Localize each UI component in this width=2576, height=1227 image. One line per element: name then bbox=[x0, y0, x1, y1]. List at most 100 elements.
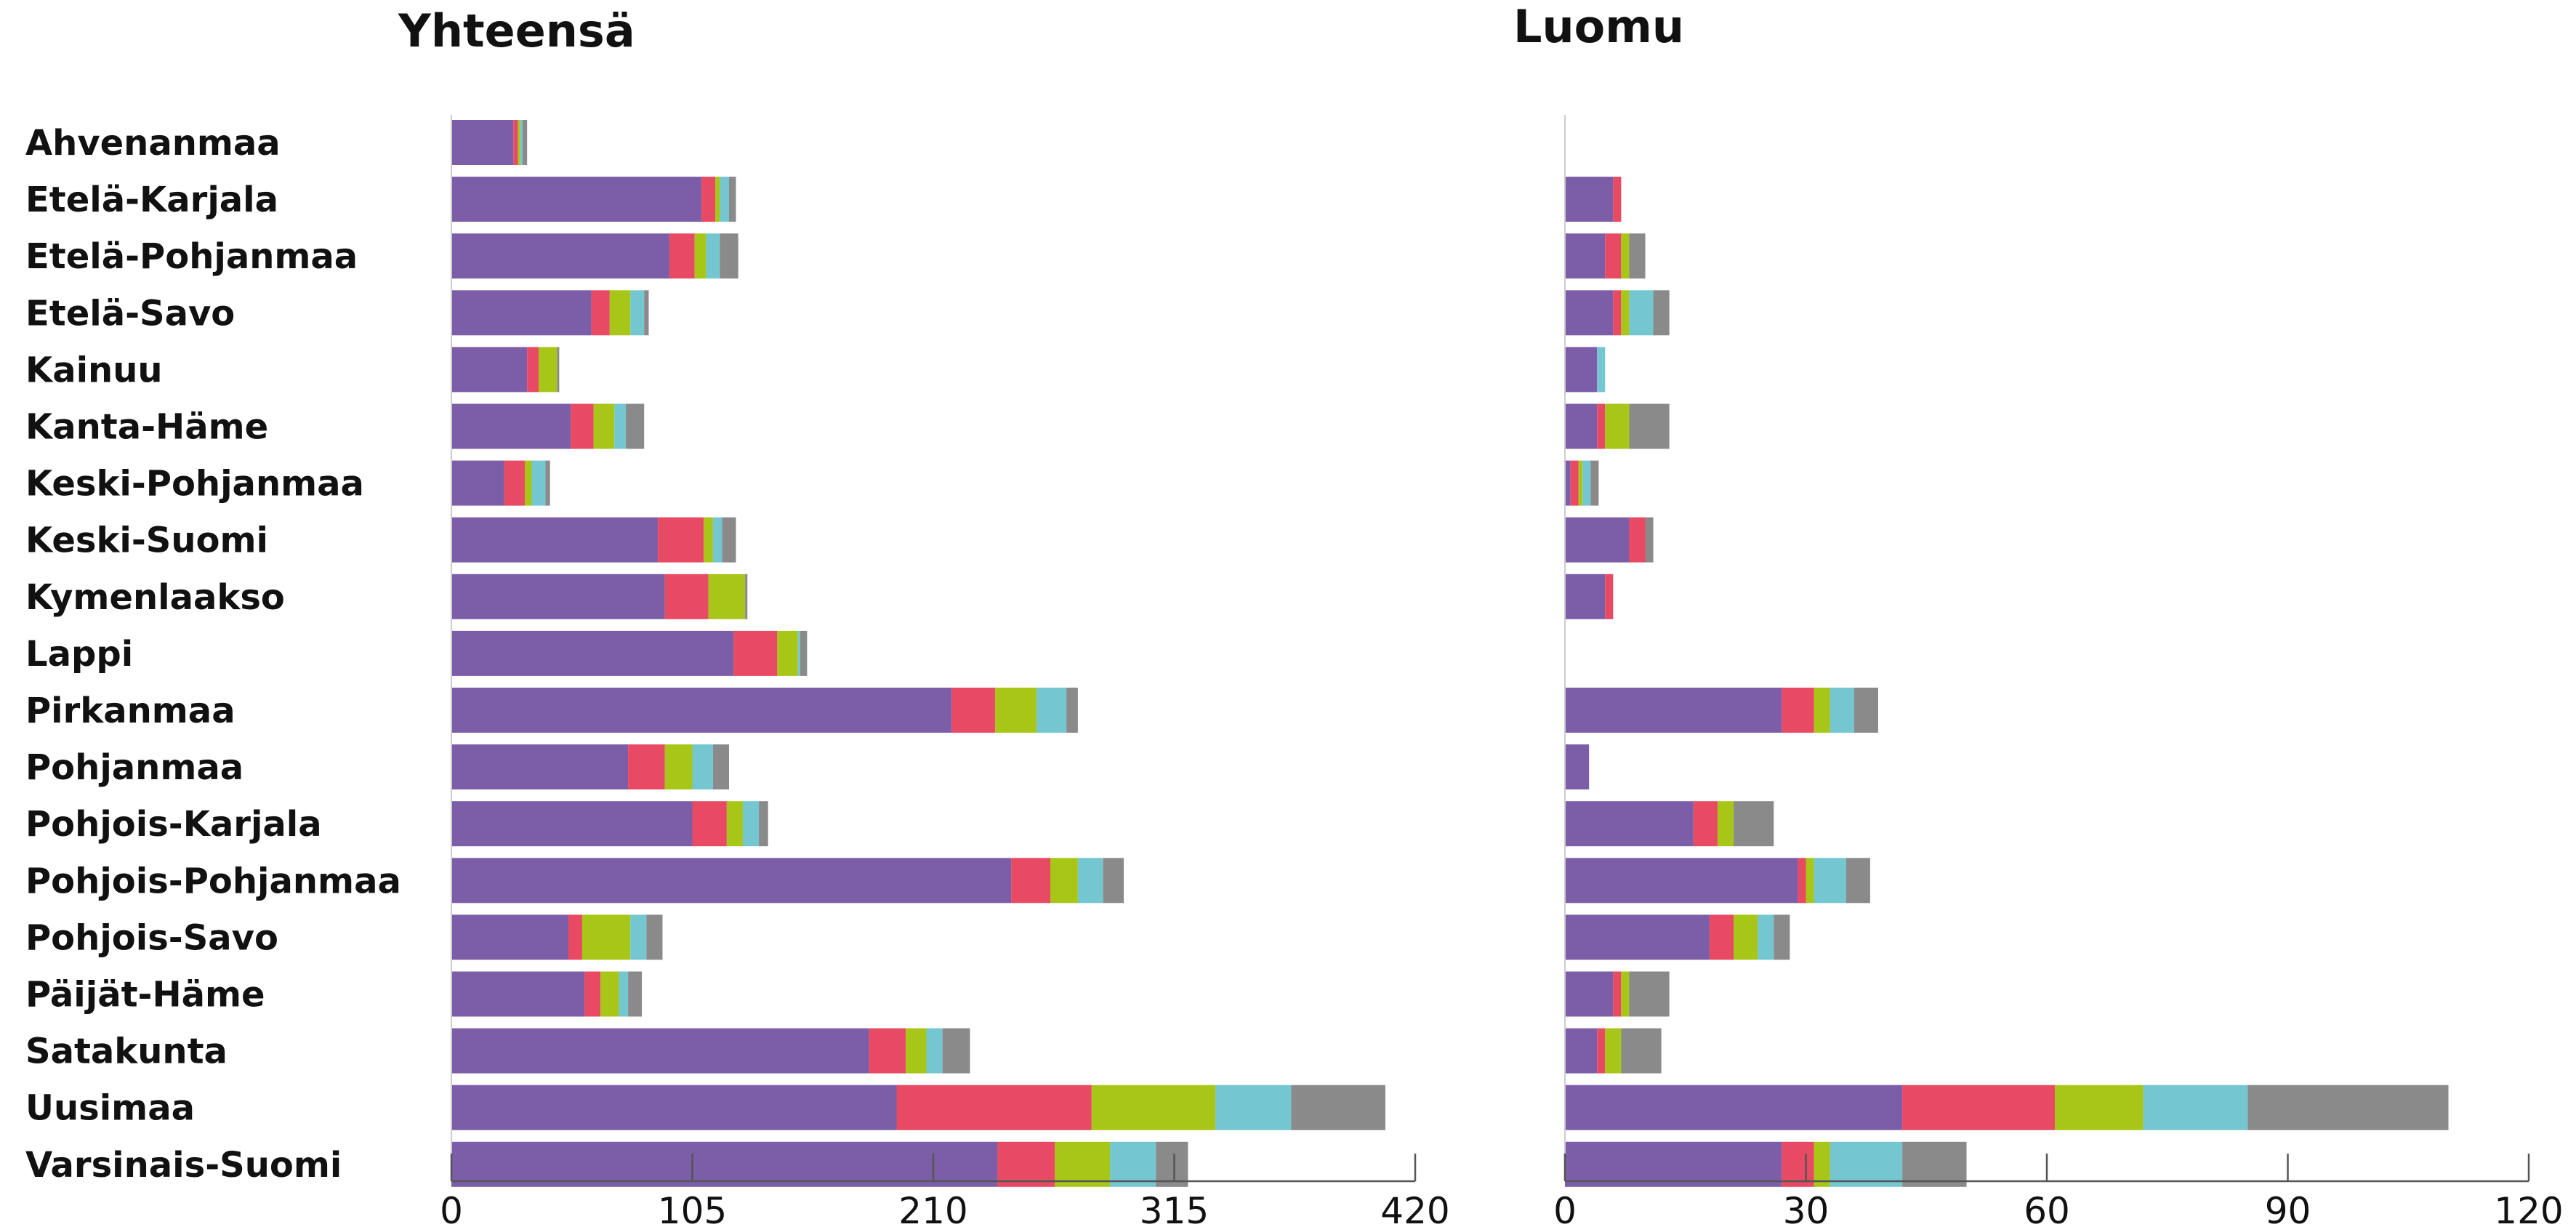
bar-etela-savo-seg5 bbox=[1653, 290, 1670, 336]
bar-varsinais-suomi-seg2 bbox=[1782, 1141, 1814, 1187]
bar-kymenlaakso-seg3 bbox=[708, 574, 746, 619]
bar-pohjois-savo-seg3 bbox=[1734, 914, 1758, 960]
category-label-ahvenanmaa: Ahvenanmaa bbox=[25, 123, 281, 164]
bar-kymenlaakso-seg5 bbox=[745, 574, 748, 619]
bar-pohjanmaa-seg4 bbox=[692, 744, 713, 790]
bar-etela-karjala-seg3 bbox=[715, 177, 720, 222]
bar-kanta-hame-seg5 bbox=[1629, 403, 1670, 449]
bar-pohjois-pohjanmaa-seg2 bbox=[1011, 858, 1051, 904]
bar-ahvenanmaa-seg3 bbox=[518, 120, 520, 165]
bar-keski-pohjanmaa-seg5 bbox=[1590, 460, 1599, 506]
bar-varsinais-suomi-seg3 bbox=[1814, 1141, 1830, 1187]
bar-etela-savo-seg2 bbox=[591, 290, 610, 336]
category-label-kainuu: Kainuu bbox=[25, 350, 163, 390]
bar-satakunta-seg5 bbox=[942, 1028, 970, 1074]
bar-pohjois-pohjanmaa-seg2 bbox=[1798, 858, 1806, 904]
category-label-kymenlaakso: Kymenlaakso bbox=[25, 577, 285, 618]
bar-etela-karjala-seg1 bbox=[1565, 177, 1614, 222]
bar-lappi-seg2 bbox=[733, 630, 778, 676]
x-tick-label: 210 bbox=[898, 1190, 967, 1227]
bar-pohjois-savo-seg5 bbox=[1774, 914, 1790, 960]
bar-etela-pohjanmaa-seg2 bbox=[669, 233, 695, 279]
bar-uusimaa-seg1 bbox=[451, 1085, 897, 1130]
bar-satakunta-seg3 bbox=[1605, 1028, 1622, 1074]
bar-pohjois-karjala-seg3 bbox=[726, 801, 743, 847]
bar-varsinais-suomi-seg1 bbox=[1565, 1141, 1782, 1187]
bar-ahvenanmaa-seg5 bbox=[522, 120, 528, 165]
bar-keski-suomi-seg5 bbox=[722, 517, 736, 563]
category-label-pohjois-savo: Pohjois-Savo bbox=[25, 917, 278, 958]
bar-kainuu-seg1 bbox=[1565, 347, 1598, 393]
bar-paijat-hame-seg2 bbox=[1613, 971, 1622, 1017]
bar-pohjois-pohjanmaa-seg4 bbox=[1077, 858, 1103, 904]
x-tick-label: 30 bbox=[1783, 1190, 1830, 1227]
bar-pohjois-pohjanmaa-seg3 bbox=[1050, 858, 1078, 904]
category-label-lappi: Lappi bbox=[25, 634, 133, 675]
bar-keski-pohjanmaa-seg3 bbox=[525, 460, 532, 506]
bar-paijat-hame-seg2 bbox=[584, 971, 601, 1017]
bar-ahvenanmaa-seg4 bbox=[520, 120, 523, 165]
bar-kanta-hame-seg1 bbox=[1565, 403, 1598, 449]
bar-kanta-hame-seg1 bbox=[451, 403, 571, 449]
bar-etela-pohjanmaa-seg2 bbox=[1605, 233, 1622, 279]
bar-kymenlaakso-seg1 bbox=[1565, 574, 1606, 619]
bar-etela-pohjanmaa-seg5 bbox=[1629, 233, 1646, 279]
bar-uusimaa-seg3 bbox=[2055, 1085, 2144, 1130]
bar-etela-savo-seg4 bbox=[1629, 290, 1654, 336]
bar-etela-pohjanmaa-seg3 bbox=[694, 233, 707, 279]
bar-pohjois-karjala-seg1 bbox=[451, 801, 693, 847]
bar-paijat-hame-seg3 bbox=[1621, 971, 1630, 1017]
bar-varsinais-suomi-seg4 bbox=[1830, 1141, 1903, 1187]
category-label-pirkanmaa: Pirkanmaa bbox=[25, 691, 236, 731]
bar-keski-suomi-seg2 bbox=[1629, 517, 1646, 563]
x-tick-label: 420 bbox=[1380, 1190, 1449, 1227]
bar-lappi-seg1 bbox=[451, 630, 734, 676]
bar-pohjanmaa-seg1 bbox=[1565, 744, 1590, 790]
bar-etela-karjala-seg2 bbox=[1613, 177, 1622, 222]
bar-pohjois-karjala-seg5 bbox=[759, 801, 768, 847]
bar-kanta-hame-seg3 bbox=[593, 403, 615, 449]
bar-etela-savo-seg5 bbox=[644, 290, 649, 336]
bar-pohjois-pohjanmaa-seg5 bbox=[1103, 858, 1124, 904]
bar-etela-karjala-seg2 bbox=[701, 177, 716, 222]
bar-etela-savo-seg1 bbox=[451, 290, 592, 336]
bar-pirkanmaa-seg1 bbox=[451, 688, 952, 733]
bar-uusimaa-seg4 bbox=[2143, 1085, 2248, 1130]
bar-uusimaa-seg5 bbox=[1291, 1085, 1385, 1130]
bar-pohjanmaa-seg2 bbox=[628, 744, 665, 790]
bar-etela-pohjanmaa-seg3 bbox=[1621, 233, 1630, 279]
bar-satakunta-seg2 bbox=[1597, 1028, 1606, 1074]
bar-pohjois-pohjanmaa-seg4 bbox=[1814, 858, 1846, 904]
bar-pohjois-savo-seg4 bbox=[630, 914, 647, 960]
bar-pohjanmaa-seg3 bbox=[664, 744, 693, 790]
bar-varsinais-suomi-seg5 bbox=[1902, 1141, 1967, 1187]
chart-title-total: Yhteensä bbox=[398, 4, 635, 57]
bar-pirkanmaa-seg2 bbox=[1782, 688, 1814, 733]
bar-keski-suomi-seg2 bbox=[658, 517, 704, 563]
bar-kanta-hame-seg2 bbox=[1597, 403, 1606, 449]
category-label-pohjois-pohjanmaa: Pohjois-Pohjanmaa bbox=[25, 861, 401, 901]
bar-keski-pohjanmaa-seg3 bbox=[1578, 460, 1583, 506]
bar-pirkanmaa-seg3 bbox=[995, 688, 1037, 733]
bar-kanta-hame-seg5 bbox=[625, 403, 645, 449]
bar-pohjanmaa-seg5 bbox=[712, 744, 730, 790]
bar-satakunta-seg4 bbox=[926, 1028, 943, 1074]
bar-pohjois-savo-seg1 bbox=[1565, 914, 1710, 960]
bar-keski-suomi-seg4 bbox=[712, 517, 723, 563]
bar-pohjois-pohjanmaa-seg5 bbox=[1846, 858, 1870, 904]
bar-uusimaa-seg2 bbox=[1902, 1085, 2056, 1130]
category-label-uusimaa: Uusimaa bbox=[25, 1088, 195, 1129]
bar-uusimaa-seg1 bbox=[1565, 1085, 1903, 1130]
bar-pohjois-pohjanmaa-seg3 bbox=[1806, 858, 1814, 904]
bar-varsinais-suomi-seg2 bbox=[997, 1141, 1055, 1187]
panel-organic: 0 30 60 90 120 bbox=[1553, 115, 2564, 1227]
bar-uusimaa-seg3 bbox=[1091, 1085, 1216, 1130]
bar-kymenlaakso-seg2 bbox=[664, 574, 709, 619]
bar-paijat-hame-seg1 bbox=[1565, 971, 1614, 1017]
category-label-pohjanmaa: Pohjanmaa bbox=[25, 747, 243, 788]
bar-etela-karjala-seg1 bbox=[451, 177, 702, 222]
chart-title-organic: Luomu bbox=[1513, 0, 1684, 53]
bar-paijat-hame-seg5 bbox=[628, 971, 643, 1017]
bar-etela-pohjanmaa-seg1 bbox=[451, 233, 669, 279]
bar-kymenlaakso-seg1 bbox=[451, 574, 665, 619]
